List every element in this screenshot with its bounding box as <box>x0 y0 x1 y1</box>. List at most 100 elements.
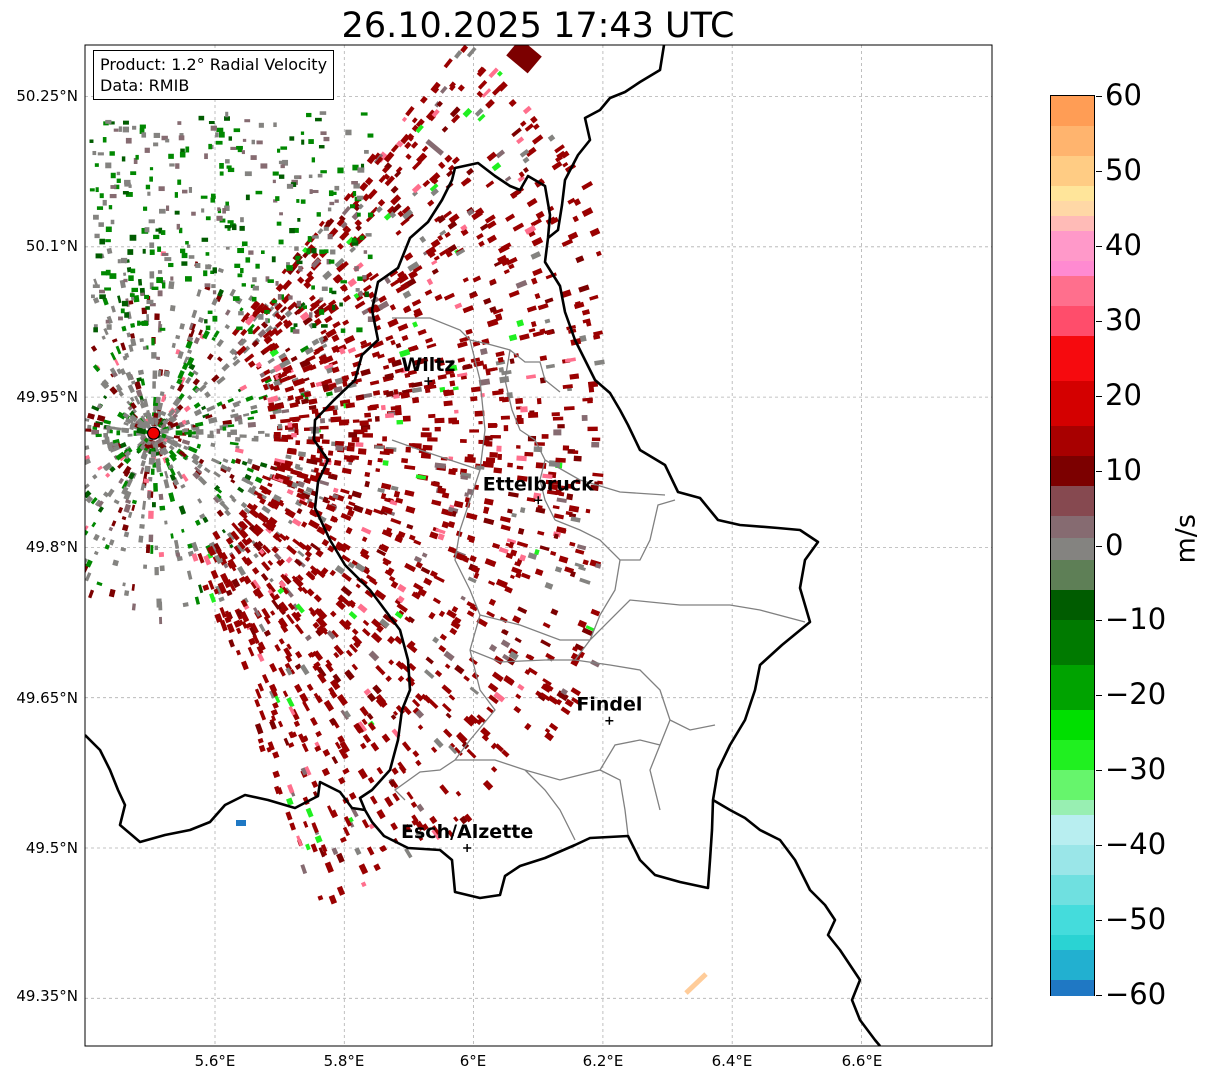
echo-gate <box>272 702 279 709</box>
echo-gate <box>454 409 459 414</box>
echo-gate <box>364 508 373 516</box>
echo-gate <box>187 394 193 401</box>
echo-gate <box>278 608 285 614</box>
echo-gate <box>297 541 307 550</box>
echo-gate <box>495 149 506 159</box>
echo-gate <box>588 386 595 393</box>
echo-gate <box>286 448 297 455</box>
echo-gate <box>303 820 309 828</box>
echo-gate <box>289 136 295 141</box>
echo-gate <box>118 477 125 485</box>
echo-gate <box>161 252 169 256</box>
echo-gate <box>99 289 105 294</box>
echo-gate <box>129 396 135 402</box>
echo-gate <box>582 559 589 566</box>
echo-gate <box>113 499 120 505</box>
echo-gate <box>124 418 132 424</box>
echo-gate <box>323 363 334 370</box>
echo-gate <box>456 372 468 378</box>
colorbar-tick <box>1096 470 1102 472</box>
echo-gate <box>131 380 136 385</box>
echo-gate <box>417 328 427 336</box>
echo-gate <box>177 438 182 442</box>
echo-gate <box>197 552 205 564</box>
echo-gate <box>357 167 365 173</box>
echo-gate <box>519 507 526 514</box>
echo-gate <box>234 447 244 454</box>
echo-gate <box>481 88 492 98</box>
echo-gate <box>106 324 112 330</box>
echo-gate <box>203 554 212 566</box>
echo-gate <box>253 587 264 599</box>
echo-gate <box>331 629 339 638</box>
echo-gate <box>352 202 362 212</box>
echo-gate <box>286 262 290 268</box>
echo-gate <box>241 283 246 287</box>
echo-gate <box>237 565 246 577</box>
echo-gate <box>500 415 510 420</box>
echo-gate <box>230 429 238 435</box>
echo-gate <box>258 623 266 633</box>
echo-gate <box>581 627 594 637</box>
colorbar-tick-label: −50 <box>1105 902 1167 937</box>
echo-gate <box>381 733 391 743</box>
echo-gate <box>219 619 228 632</box>
echo-gate <box>360 112 368 116</box>
echo-gate <box>382 436 387 442</box>
echo-gate <box>280 573 289 583</box>
echo-gate <box>296 492 306 500</box>
echo-gate <box>572 215 579 223</box>
echo-gate <box>489 452 498 458</box>
echo-gate <box>97 500 104 508</box>
echo-gate <box>270 465 278 472</box>
echo-gate <box>142 248 146 254</box>
echo-gate <box>460 439 467 443</box>
echo-gate <box>322 496 329 504</box>
echo-gate <box>490 742 498 750</box>
echo-gate <box>328 686 335 694</box>
echo-gate <box>463 813 473 823</box>
echo-gate <box>261 561 271 572</box>
echo-gate <box>555 457 566 463</box>
echo-gate <box>298 733 306 743</box>
echo-gate <box>232 296 240 301</box>
echo-gate <box>126 332 131 338</box>
radar-site-marker[interactable] <box>146 426 161 440</box>
echo-gate <box>105 319 110 324</box>
echo-gate <box>347 561 356 569</box>
echo-gate <box>160 428 169 434</box>
echo-gate <box>400 282 410 291</box>
echo-gate <box>582 397 593 402</box>
echo-gate <box>210 442 216 448</box>
echo-gate <box>447 546 458 554</box>
echo-gate <box>149 242 155 248</box>
echo-gate <box>292 329 300 334</box>
echo-gate <box>364 412 372 418</box>
echo-gate <box>443 400 453 407</box>
echo-gate <box>397 270 405 278</box>
echo-gate <box>429 531 439 540</box>
echo-gate <box>501 396 509 403</box>
echo-gate <box>169 473 177 481</box>
echo-gate <box>297 480 305 488</box>
echo-gate <box>348 611 358 620</box>
echo-gate <box>242 138 247 142</box>
echo-gate <box>99 294 106 299</box>
radar-site-dot[interactable] <box>146 426 161 440</box>
echo-gate <box>101 379 109 387</box>
echo-gate <box>509 549 518 557</box>
canton-borders <box>391 317 806 841</box>
echo-gate <box>172 396 183 407</box>
echo-gate <box>92 150 97 156</box>
product-label: Product: 1.2° Radial Velocity <box>100 55 328 74</box>
echo-gate <box>366 712 374 721</box>
echo-gate <box>519 333 530 341</box>
echo-gate <box>367 692 377 703</box>
echo-gate <box>361 718 368 726</box>
echo-gate <box>13 502 18 508</box>
echo-gate <box>209 592 217 603</box>
echo-gate <box>287 422 293 428</box>
echo-gate <box>280 146 288 150</box>
lat-label-50.1: 50.1°N <box>25 237 78 255</box>
